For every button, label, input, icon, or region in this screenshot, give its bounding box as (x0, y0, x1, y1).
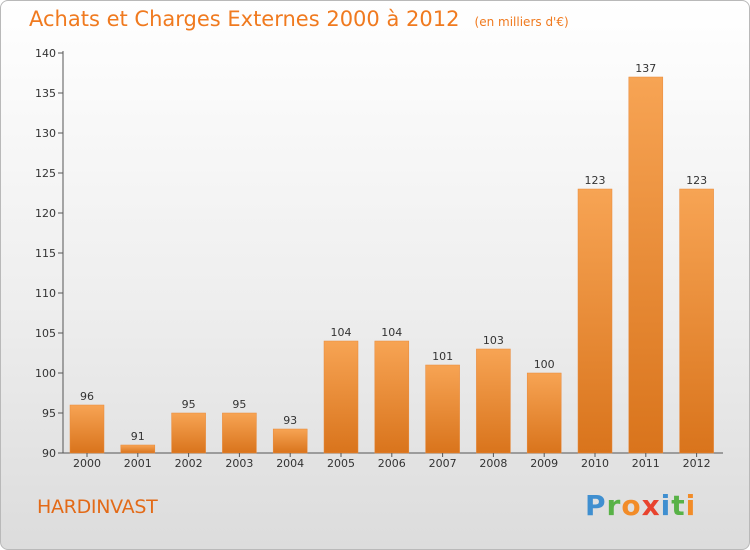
y-tick-label: 115 (35, 247, 56, 260)
bar-2001 (120, 444, 156, 454)
x-axis: 2000 2001 2002 2003 2004 2005 2006 2007 2008 2009… (73, 453, 711, 470)
value-label-2012: 123 (686, 174, 707, 187)
logo-letter: P (585, 489, 607, 522)
bar-2012 (679, 188, 714, 454)
x-tick-label: 2002 (175, 457, 203, 470)
y-tick-label: 105 (35, 327, 56, 340)
bar-2004 (272, 428, 308, 454)
x-tick-label: 2005 (327, 457, 355, 470)
x-tick-label: 2001 (124, 457, 152, 470)
title-row: Achats et Charges Externes 2000 à 2012 (… (29, 7, 569, 31)
value-label-2011: 137 (635, 62, 656, 75)
x-tick-label: 2012 (683, 457, 711, 470)
x-tick-label: 2003 (225, 457, 253, 470)
value-label-2005: 104 (331, 326, 352, 339)
logo-letter: t (671, 489, 686, 522)
logo-letter: x (641, 489, 661, 522)
y-tick-label: 125 (35, 167, 56, 180)
logo-letter: o (621, 489, 642, 522)
y-tick-label: 100 (35, 367, 56, 380)
x-tick-label: 2008 (479, 457, 507, 470)
value-label-2008: 103 (483, 334, 504, 347)
y-tick-label: 140 (35, 47, 56, 60)
x-tick-label: 2004 (276, 457, 304, 470)
value-label-2007: 101 (432, 350, 453, 363)
bar-2010 (577, 188, 613, 454)
y-tick-label: 130 (35, 127, 56, 140)
bars: 96 91 95 95 93 104 104 101 103 100 123 137 123 (69, 62, 714, 454)
chart-unit: (en milliers d'€) (474, 15, 569, 29)
y-tick-label: 135 (35, 87, 56, 100)
logo-letter: i (660, 489, 672, 522)
value-label-2010: 123 (585, 174, 606, 187)
y-axis: 90 95 100 105 110 115 120 125 130 135 140 (35, 47, 63, 460)
chart-title: Achats et Charges Externes 2000 à 2012 (29, 7, 460, 31)
x-tick-label: 2000 (73, 457, 101, 470)
bar-2000 (69, 404, 105, 454)
y-tick-label: 110 (35, 287, 56, 300)
value-label-2000: 96 (80, 390, 94, 403)
value-label-2001: 91 (131, 430, 145, 443)
value-label-2009: 100 (534, 358, 555, 371)
logo-letter: i (685, 489, 697, 522)
value-label-2002: 95 (182, 398, 196, 411)
value-label-2004: 93 (283, 414, 297, 427)
commune-name: HARDINVAST (37, 496, 158, 518)
bar-2005 (323, 340, 359, 454)
x-tick-label: 2009 (530, 457, 558, 470)
x-tick-label: 2007 (429, 457, 457, 470)
bar-2007 (425, 364, 460, 454)
bar-2008 (476, 348, 511, 454)
value-label-2006: 104 (381, 326, 402, 339)
y-tick-label: 95 (42, 407, 56, 420)
x-tick-label: 2010 (581, 457, 609, 470)
x-tick-label: 2006 (378, 457, 406, 470)
bar-2011 (628, 76, 664, 454)
bar-2006 (374, 340, 410, 454)
logo-letter: r (606, 489, 622, 522)
value-label-2003: 95 (232, 398, 246, 411)
y-tick-label: 90 (42, 447, 56, 460)
x-tick-label: 2011 (632, 457, 660, 470)
y-tick-label: 120 (35, 207, 56, 220)
bar-2003 (222, 412, 257, 454)
proxiti-logo[interactable]: Proxiti (585, 489, 696, 522)
bar-2002 (171, 412, 206, 454)
bar-2009 (526, 372, 562, 454)
